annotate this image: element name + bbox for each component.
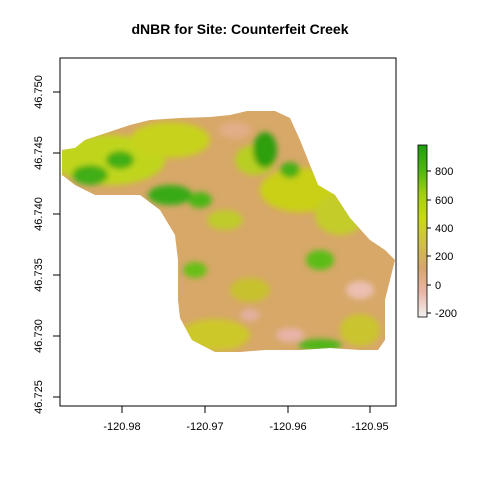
color-legend: -200 0 200 400 600 800 <box>417 144 457 320</box>
y-axis: 46.725 46.730 46.735 46.740 46.745 46.75… <box>33 75 61 414</box>
x-axis: -120.98 -120.97 -120.96 -120.95 <box>103 405 389 433</box>
y-tick-label: 46.750 <box>33 75 45 109</box>
x-tick-label: -120.95 <box>351 421 388 433</box>
y-tick-label: 46.730 <box>33 319 45 353</box>
legend-tick-label: 400 <box>435 223 453 235</box>
dnbr-raster <box>62 111 395 352</box>
legend-tick-label: 600 <box>435 195 453 207</box>
y-tick-label: 46.740 <box>33 197 45 231</box>
map-title: dNBR for Site: Counterfeit Creek <box>131 21 349 37</box>
legend-tick-label: 0 <box>435 280 441 292</box>
x-tick-label: -120.97 <box>186 421 223 433</box>
y-tick-label: 46.735 <box>33 258 45 292</box>
y-tick-label: 46.745 <box>33 136 45 170</box>
legend-tick-label: 800 <box>435 166 453 178</box>
legend-colorbar <box>417 144 428 318</box>
y-tick-label: 46.725 <box>33 380 45 414</box>
legend-tick-label: 200 <box>435 251 453 263</box>
legend-tick-label: -200 <box>435 308 457 320</box>
x-tick-label: -120.98 <box>103 421 140 433</box>
x-tick-label: -120.96 <box>269 421 306 433</box>
